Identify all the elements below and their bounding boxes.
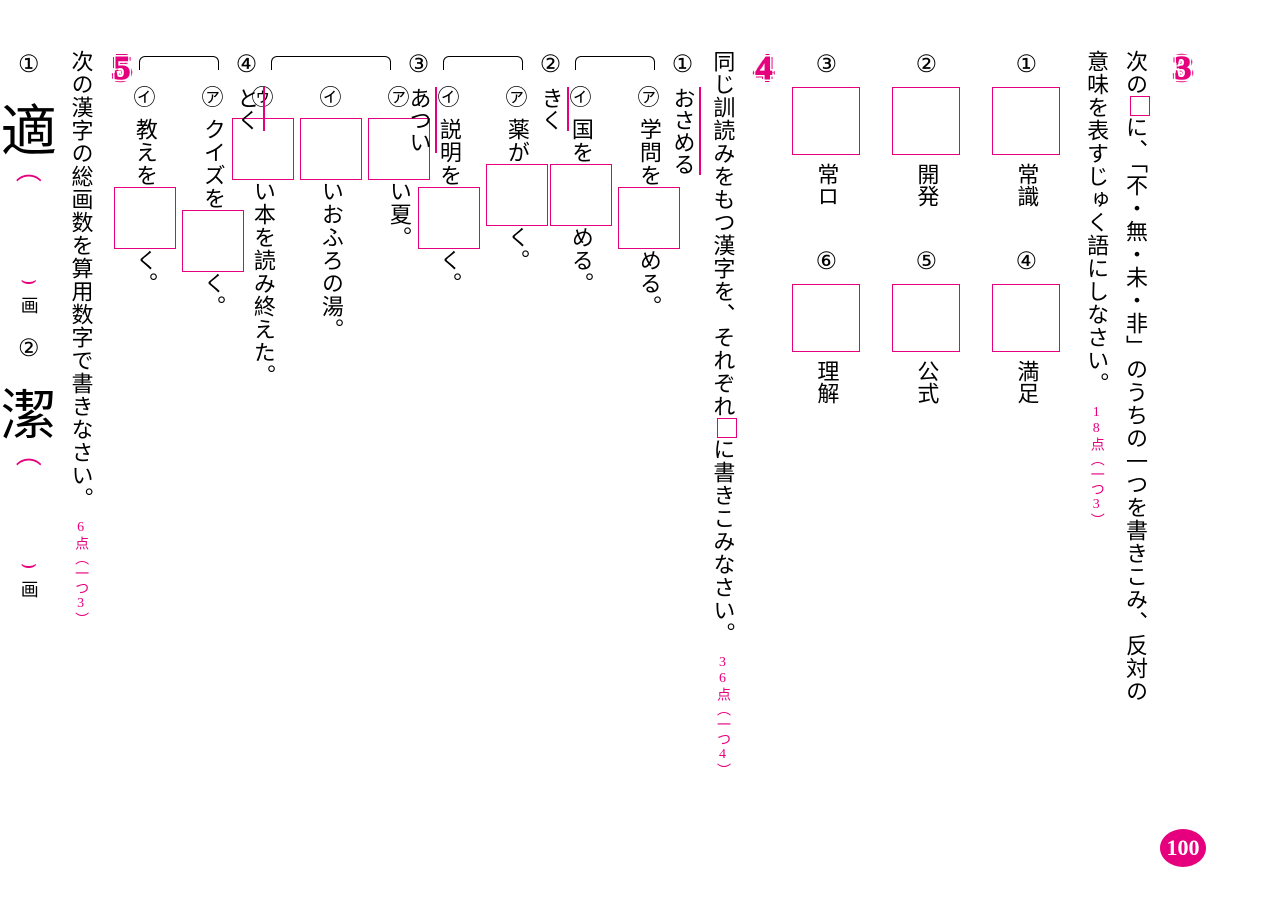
q3-number: 3	[1175, 50, 1192, 88]
q4-instr-2: に書きこみなさい。	[710, 438, 735, 645]
q3-item-num: ②	[916, 50, 938, 79]
q4-instr-1: 同じ訓読みをもつ漢字を、それぞれ	[710, 50, 735, 418]
q5-points: 6点（一つ3）	[70, 520, 90, 627]
q3-item-word: 満足	[1010, 360, 1042, 404]
q4-post: く。	[433, 249, 464, 295]
q3-item-num: ⑥	[816, 247, 838, 276]
q3-instruction: 次のに、「不・無・未・非」のうちの一つを書きこみ、反対の	[1119, 50, 1150, 703]
q4-number: 4	[755, 50, 772, 88]
q3-item-5: ⑤ 公式	[892, 247, 960, 404]
q4-reading-text: あつい	[407, 87, 437, 153]
q5-kanji: 適	[1, 87, 57, 168]
q4-post: いおふろの湯。	[315, 180, 346, 341]
q3-item-2: ② 開発	[892, 50, 960, 207]
inline-box-icon	[1130, 96, 1150, 116]
q4-sub-mark: ㋐	[202, 80, 224, 112]
q3-item-word: 常識	[1010, 163, 1042, 207]
page-number-badge: 100	[1160, 829, 1206, 867]
q4-pre: 教えを	[129, 118, 160, 187]
paren-left-icon: ⌒	[16, 452, 42, 489]
q4-points: 36点（一つ4）	[712, 655, 732, 778]
q3-item-3: ③ 常ロ	[792, 50, 860, 207]
bracket-icon	[575, 56, 655, 70]
q4-post: く。	[129, 249, 160, 295]
q4-pre: 薬が	[501, 118, 532, 164]
q5-instruction: 次の漢字の総画数を算用数字で書きなさい。	[65, 50, 96, 510]
q4-group-num: ③	[408, 50, 430, 79]
q3-item-word: 開発	[910, 163, 942, 207]
paren-left-icon: ⌒	[16, 168, 42, 205]
bracket-icon	[271, 56, 391, 70]
q4-pre: クイズを	[197, 118, 228, 210]
q3-answer-box[interactable]	[992, 284, 1060, 352]
q3-item-word: 理解	[810, 360, 842, 404]
q3-answer-box[interactable]	[892, 284, 960, 352]
q4-instruction: 同じ訓読みをもつ漢字を、それぞれに書きこみなさい。	[707, 50, 738, 645]
q4-answer-box[interactable]	[300, 118, 362, 180]
q4-post: く。	[501, 226, 532, 272]
q4-sub-mark: ㋐	[506, 80, 528, 112]
q4-post: く。	[197, 272, 228, 318]
q3-item-word: 常ロ	[810, 163, 842, 207]
q3-item-word: 公式	[910, 360, 942, 404]
q4-pre: 国を	[565, 118, 596, 164]
q5-item-num: ①	[18, 50, 40, 79]
q4-answer-box[interactable]	[550, 164, 612, 226]
q4-group-num: ①	[672, 50, 694, 79]
q4-sub-mark: ㋑	[134, 80, 156, 112]
q5-answer-paren[interactable]: ⌒ ⌣	[16, 452, 42, 580]
q3-instruction-line2: 意味を表すじゅく語にしなさい。	[1080, 50, 1111, 395]
q3-item-6: ⑥ 理解	[792, 247, 860, 404]
bracket-icon	[139, 56, 219, 70]
q3-instr-2: に、「不・無・未・非」のうちの一つを書きこみ、反対の	[1123, 116, 1148, 703]
paren-right-icon: ⌣	[20, 549, 37, 580]
q3-answer-box[interactable]	[992, 87, 1060, 155]
q4-reading: おさめる	[667, 87, 699, 175]
q4-sub-i: ㋑ いおふろの湯。	[300, 80, 362, 387]
q4-pre: 説明を	[433, 118, 464, 187]
q3-item-4: ④ 満足	[992, 247, 1060, 404]
q3-item-num: ③	[816, 50, 838, 79]
q4-answer-box[interactable]	[114, 187, 176, 249]
q4-group-num: ②	[540, 50, 562, 79]
q3-item-num: ④	[1016, 247, 1038, 276]
q3-instr-1: 次の	[1123, 50, 1148, 96]
q3-answer-box[interactable]	[792, 284, 860, 352]
q3-answer-box[interactable]	[792, 87, 860, 155]
q4-sub-mark: ㋑	[320, 80, 342, 112]
q4-post: い本を読み終えた。	[247, 180, 278, 387]
q4-post: める。	[633, 249, 664, 318]
q3-item-num: ⑤	[916, 247, 938, 276]
paren-right-icon: ⌣	[20, 265, 37, 296]
q3-points: 18点（一つ3）	[1086, 405, 1106, 528]
q5-answer-paren[interactable]: ⌒ ⌣	[16, 168, 42, 296]
q4-reading: あつい	[403, 87, 435, 153]
q4-sub-mark: ㋑	[438, 80, 460, 112]
q4-reading-text: とく	[235, 87, 265, 131]
q4-pre: 学問を	[633, 118, 664, 187]
q4-sub-mark: ㋑	[570, 80, 592, 112]
q5-item-num: ②	[18, 334, 40, 363]
q4-sub-mark: ㋐	[638, 80, 660, 112]
q4-answer-box[interactable]	[418, 187, 480, 249]
q4-reading-text: きく	[539, 87, 569, 131]
q5-item-1: ① 適 ⌒ ⌣ 画	[1, 50, 57, 314]
q5-kaku-label: 画	[16, 296, 42, 314]
q5-item-2: ② 潔 ⌒ ⌣ 画	[1, 334, 57, 598]
q3-answer-box[interactable]	[892, 87, 960, 155]
q4-reading: とく	[231, 87, 263, 131]
inline-box-icon	[717, 418, 737, 438]
q4-post: める。	[565, 226, 596, 295]
q3-item-1: ① 常識	[992, 50, 1060, 207]
q5-kaku-label: 画	[16, 580, 42, 598]
q3-item-num: ①	[1016, 50, 1038, 79]
bracket-icon	[443, 56, 523, 70]
q5-kanji: 潔	[1, 371, 57, 452]
q4-sub-i: ㋑ 教えを く。	[114, 80, 176, 318]
q4-group-num: ④	[236, 50, 258, 79]
q4-reading: きく	[535, 87, 567, 131]
q4-reading-text: おさめる	[671, 87, 701, 175]
